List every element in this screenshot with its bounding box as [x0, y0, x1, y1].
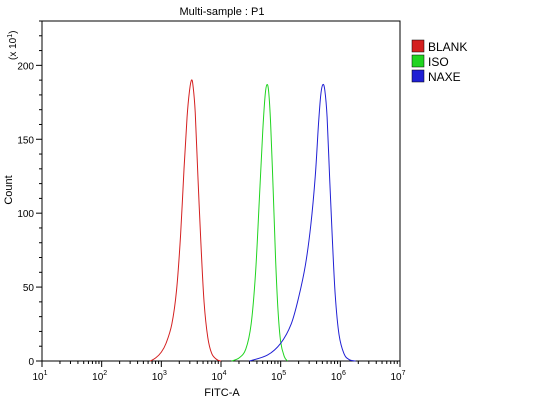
- legend-swatch-naxe: [411, 69, 425, 83]
- y-axis-ticks: 0 50 100 150 200: [17, 20, 42, 368]
- legend-label-naxe: NAXE: [428, 70, 461, 84]
- x-tick-label: 101: [32, 370, 47, 383]
- x-tick-label: 105: [271, 370, 286, 383]
- series-blank-curve: [149, 79, 222, 362]
- y-axis-label: Count: [3, 175, 15, 204]
- y-tick-label: 150: [17, 135, 34, 146]
- chart-title: Multi-sample : P1: [180, 6, 265, 18]
- y-multiplier-exp: 1: [7, 34, 14, 38]
- legend-label-blank: BLANK: [428, 40, 467, 54]
- legend-swatch-blank: [411, 39, 425, 53]
- x-tick-label: 102: [92, 370, 107, 383]
- x-tick-label: 104: [211, 370, 226, 383]
- y-tick-label: 200: [17, 61, 34, 72]
- y-multiplier-label: (x 101): [7, 31, 19, 60]
- y-tick-label: 0: [28, 357, 34, 368]
- y-tick-label: 50: [23, 283, 35, 294]
- series-iso-curve: [231, 83, 288, 362]
- legend-label-iso: ISO: [428, 55, 449, 69]
- x-axis-ticks: 101 102 103 104 105 106 107: [32, 361, 406, 383]
- x-tick-label: 106: [331, 370, 346, 383]
- y-tick-label: 100: [17, 209, 34, 220]
- series-naxe-curve: [249, 83, 356, 362]
- y-multiplier-text: (x 10: [8, 37, 19, 60]
- plot-frame: [41, 20, 401, 362]
- legend-swatch-iso: [411, 54, 425, 68]
- x-tick-label: 107: [390, 370, 405, 383]
- histogram-curves: [149, 79, 356, 362]
- svg-text:(x 101): (x 101): [7, 31, 19, 60]
- x-axis-label: FITC-A: [204, 387, 240, 399]
- x-tick-label: 103: [152, 370, 167, 383]
